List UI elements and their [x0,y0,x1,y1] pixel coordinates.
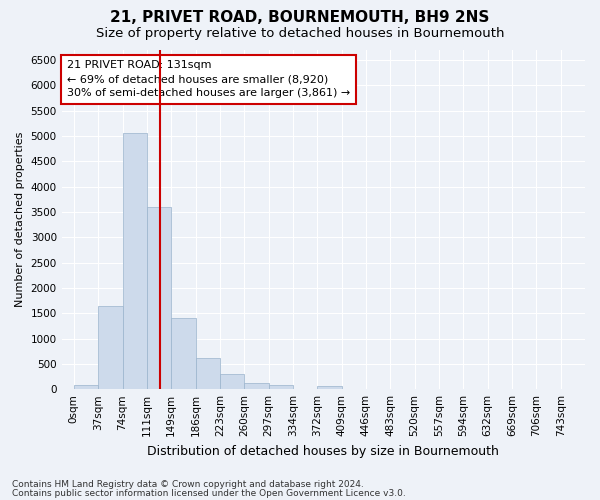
Bar [317,386,341,389]
Bar [269,386,293,389]
Bar [147,208,171,389]
Text: Contains public sector information licensed under the Open Government Licence v3: Contains public sector information licen… [12,490,406,498]
Bar [220,374,244,389]
Bar [171,318,196,389]
Bar [74,386,98,389]
Text: Contains HM Land Registry data © Crown copyright and database right 2024.: Contains HM Land Registry data © Crown c… [12,480,364,489]
Y-axis label: Number of detached properties: Number of detached properties [15,132,25,308]
Bar [196,358,220,389]
Bar [122,132,147,389]
Text: 21, PRIVET ROAD, BOURNEMOUTH, BH9 2NS: 21, PRIVET ROAD, BOURNEMOUTH, BH9 2NS [110,10,490,25]
Text: 21 PRIVET ROAD: 131sqm
← 69% of detached houses are smaller (8,920)
30% of semi-: 21 PRIVET ROAD: 131sqm ← 69% of detached… [67,60,350,98]
X-axis label: Distribution of detached houses by size in Bournemouth: Distribution of detached houses by size … [148,444,499,458]
Bar [244,382,269,389]
Text: Size of property relative to detached houses in Bournemouth: Size of property relative to detached ho… [96,28,504,40]
Bar [98,306,122,389]
